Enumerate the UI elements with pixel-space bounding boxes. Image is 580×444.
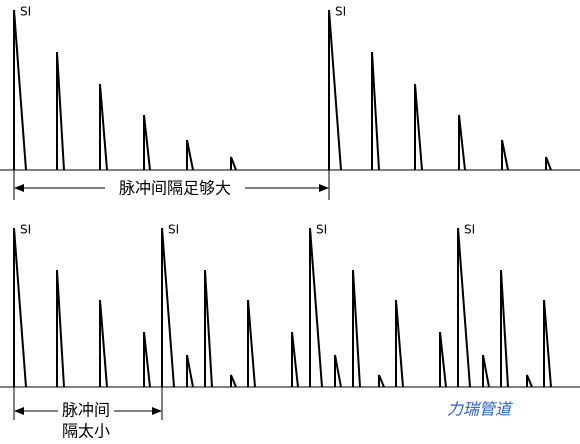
pulse — [13, 227, 27, 388]
pulse-label: SI — [464, 223, 475, 237]
pulse — [526, 374, 533, 388]
pulse — [99, 83, 108, 171]
pulse — [291, 331, 299, 388]
pulse — [56, 51, 65, 171]
pulse — [395, 299, 404, 388]
pulse-label: SI — [20, 223, 31, 237]
pulse — [543, 299, 552, 388]
pulse — [309, 227, 323, 388]
pulse — [161, 227, 175, 388]
pulse — [458, 114, 466, 171]
pulse — [439, 331, 447, 388]
pulse — [378, 374, 385, 388]
interval-label: 脉冲间隔足够大 — [119, 179, 231, 198]
pulse — [56, 269, 65, 388]
pulse — [352, 269, 361, 388]
pulse — [186, 354, 194, 388]
pulse — [143, 114, 151, 171]
pulse — [501, 139, 509, 171]
pulse — [204, 269, 213, 388]
watermark: 力瑞管道 — [447, 400, 513, 419]
pulse — [13, 9, 27, 171]
pulse — [230, 156, 237, 171]
pulse-label: SI — [168, 223, 179, 237]
pulse — [143, 331, 151, 388]
pulse — [334, 354, 342, 388]
interval-label: 隔太小 — [62, 422, 110, 441]
pulse — [545, 156, 552, 171]
pulse — [328, 9, 342, 171]
pulse — [457, 227, 471, 388]
pulse — [186, 139, 194, 171]
pulse — [247, 299, 256, 388]
pulse — [500, 269, 509, 388]
label-bg — [58, 400, 114, 442]
pulse-label: SI — [335, 5, 346, 19]
interval-label: 脉冲间 — [62, 401, 110, 420]
pulse-label: SI — [316, 223, 327, 237]
pulse-label: SI — [20, 5, 31, 19]
pulse — [482, 354, 490, 388]
pulse — [99, 299, 108, 388]
pulse — [230, 374, 237, 388]
pulse-train — [13, 9, 552, 388]
pulse — [371, 51, 380, 171]
pulse — [414, 83, 423, 171]
label-bg — [105, 178, 245, 200]
